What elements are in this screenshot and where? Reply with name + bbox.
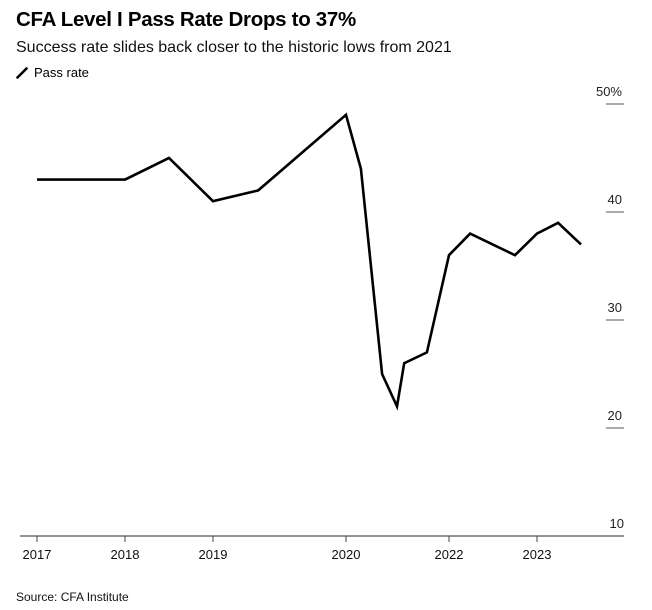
x-tick-label: 2017: [23, 547, 52, 562]
x-tick-label: 2019: [199, 547, 228, 562]
x-tick-label: 2018: [111, 547, 140, 562]
line-swatch-icon: [16, 66, 28, 79]
x-tick-label: 2022: [435, 547, 464, 562]
series-line-pass-rate: [37, 112, 582, 411]
source-note: Source: CFA Institute: [16, 590, 129, 604]
y-tick-label: 30: [608, 300, 622, 315]
x-tick-label: 2020: [332, 547, 361, 562]
x-tick-label: 2023: [523, 547, 552, 562]
y-tick-label: 40: [608, 192, 622, 207]
chart-title: CFA Level I Pass Rate Drops to 37%: [16, 8, 356, 31]
legend: Pass rate: [16, 65, 89, 80]
legend-label: Pass rate: [34, 65, 89, 80]
chart-subtitle: Success rate slides back closer to the h…: [16, 39, 452, 56]
y-tick-label: 10: [610, 516, 624, 531]
y-tick-label: 50%: [596, 84, 622, 99]
y-tick-label: 20: [608, 408, 622, 423]
